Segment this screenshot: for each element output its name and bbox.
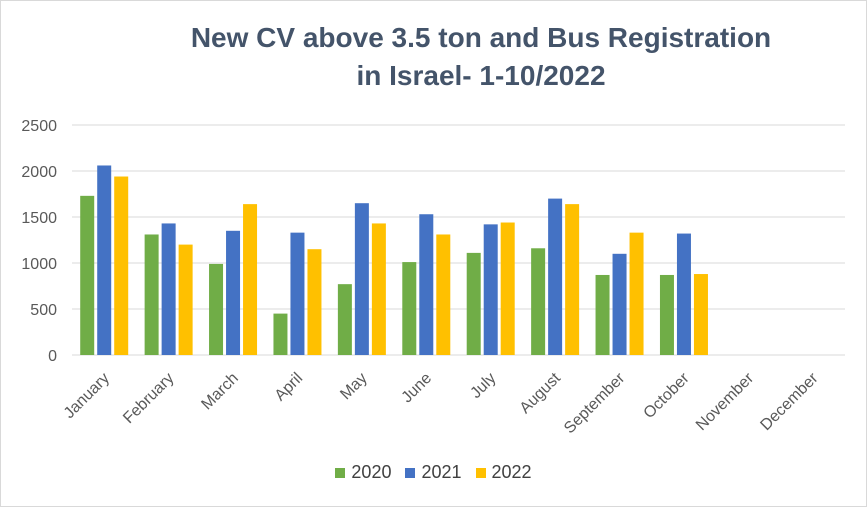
bar-2020-october (659, 274, 674, 355)
x-tick-label: November (693, 369, 758, 434)
bar-2022-july (500, 222, 515, 355)
x-tick-label: February (120, 370, 177, 427)
x-tick-label: December (757, 369, 822, 434)
bar-2020-march (209, 263, 224, 355)
bar-2021-march (226, 230, 241, 355)
x-tick-label: March (198, 370, 241, 413)
bar-2021-july (483, 224, 498, 355)
bar-2021-september (612, 253, 627, 355)
bar-2021-may (354, 203, 369, 355)
bar-2020-april (273, 313, 288, 355)
legend-label-2021: 2021 (421, 462, 462, 482)
bar-2022-april (307, 249, 322, 355)
chart-title: New CV above 3.5 ton and Bus Registratio… (91, 19, 867, 95)
bar-2020-july (466, 252, 481, 355)
bar-2021-june (419, 214, 434, 355)
bar-2022-march (243, 204, 258, 355)
y-tick-label: 1500 (21, 210, 57, 227)
bar-2020-february (144, 234, 159, 355)
bar-2020-june (402, 262, 417, 355)
bar-2021-january (97, 165, 112, 355)
bar-2022-may (371, 223, 386, 355)
x-tick-label: January (61, 370, 113, 422)
y-tick-label: 1000 (21, 256, 57, 273)
chart-title-line1: New CV above 3.5 ton and Bus Registratio… (190, 22, 772, 53)
bar-2021-august (548, 198, 563, 355)
x-tick-label: July (467, 370, 499, 402)
x-tick-label: June (399, 370, 436, 407)
y-tick-label: 0 (48, 348, 57, 365)
x-tick-label: May (337, 370, 370, 403)
legend-label-2022: 2022 (491, 462, 532, 482)
legend-item-2022: 2022 (475, 462, 532, 483)
bar-2022-september (629, 232, 644, 355)
bar-2020-may (337, 284, 352, 355)
bar-2021-february (161, 223, 176, 355)
legend-swatch-2021 (405, 467, 416, 478)
bar-2020-august (531, 248, 546, 355)
bar-2022-june (436, 234, 451, 355)
y-tick-label: 2500 (21, 118, 57, 135)
y-tick-label: 2000 (21, 164, 57, 181)
bar-2022-august (565, 204, 580, 355)
bar-2021-october (676, 233, 691, 355)
legend-swatch-2022 (475, 467, 486, 478)
legend-item-2021: 2021 (405, 462, 462, 483)
x-tick-label: October (641, 369, 694, 422)
legend-item-2020: 2020 (335, 462, 391, 483)
bar-2022-january (114, 176, 129, 355)
legend: 2020 2021 2022 (0, 462, 867, 483)
x-tick-label: April (272, 370, 307, 405)
bar-2021-april (290, 232, 305, 355)
legend-label-2020: 2020 (351, 462, 392, 482)
x-tick-label: August (517, 369, 565, 417)
y-tick-label: 500 (30, 302, 57, 319)
bar-2020-january (80, 195, 95, 355)
bar-2020-september (595, 274, 610, 355)
x-tick-label: September (561, 369, 629, 437)
legend-swatch-2020 (335, 467, 346, 478)
chart-title-line2: in Israel- 1-10/2022 (356, 60, 606, 91)
bar-2022-february (178, 244, 193, 355)
bar-2022-october (693, 274, 708, 355)
